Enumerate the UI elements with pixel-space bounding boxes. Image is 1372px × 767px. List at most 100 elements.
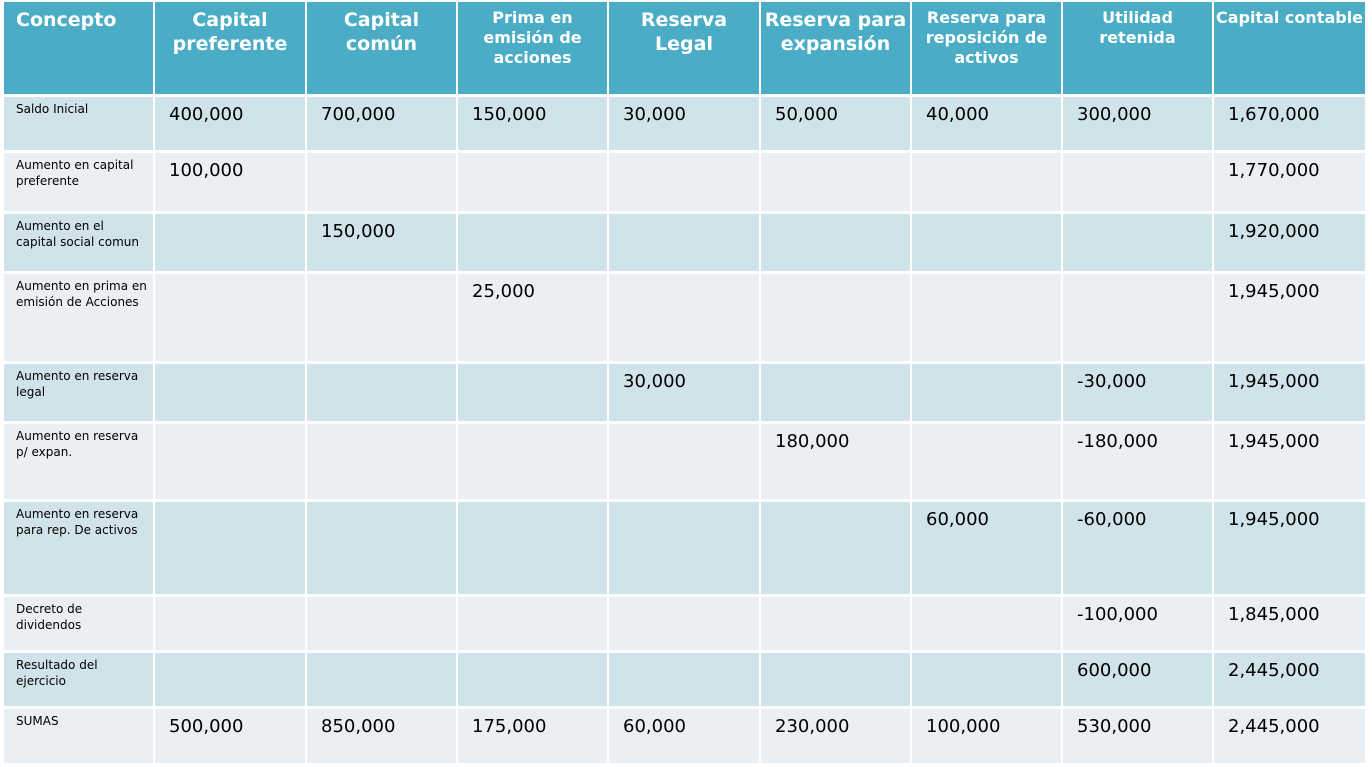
header-cell: Reserva para reposición de activos	[911, 2, 1063, 97]
value-cell: 300,000	[1062, 95, 1214, 153]
value-cell	[760, 500, 912, 597]
equity-changes-table: Concepto Capital preferente Capital comú…	[4, 2, 1367, 766]
value-cell	[911, 595, 1063, 653]
value-cell	[306, 362, 458, 424]
table-body: Saldo Inicial 400,000 700,000 150,000 30,000…	[4, 95, 1367, 766]
value-cell: 50,000	[760, 95, 912, 153]
row-concept: Aumento en reserva para rep. De activos	[4, 500, 155, 597]
value-cell: 2,445,000	[1213, 651, 1367, 709]
value-cell: 60,000	[608, 707, 761, 766]
value-cell	[306, 422, 458, 502]
header-cell: Capital contable	[1213, 2, 1367, 97]
value-cell: 175,000	[457, 707, 609, 766]
row-concept: Aumento en capital preferente	[4, 151, 155, 214]
value-cell: 100,000	[911, 707, 1063, 766]
table-row: Aumento en el capital social comun 150,00…	[4, 212, 1367, 274]
value-cell	[608, 500, 761, 597]
value-cell	[608, 272, 761, 364]
header-cell: Reserva Legal	[608, 2, 761, 97]
value-cell: -60,000	[1062, 500, 1214, 597]
header-cell: Prima en emisión de acciones	[457, 2, 609, 97]
header-cell: Concepto	[4, 2, 155, 97]
value-cell	[760, 212, 912, 274]
value-cell: 40,000	[911, 95, 1063, 153]
value-cell	[457, 595, 609, 653]
value-cell: -180,000	[1062, 422, 1214, 502]
value-cell: -30,000	[1062, 362, 1214, 424]
value-cell: 1,770,000	[1213, 151, 1367, 214]
table-row: SUMAS 500,000 850,000 175,000 60,000 230,000 1…	[4, 707, 1367, 766]
value-cell	[457, 362, 609, 424]
value-cell	[154, 500, 307, 597]
table-row: Aumento en capital preferente 100,000 1,77…	[4, 151, 1367, 214]
value-cell	[911, 212, 1063, 274]
value-cell: 1,945,000	[1213, 362, 1367, 424]
value-cell: 1,945,000	[1213, 272, 1367, 364]
value-cell	[306, 151, 458, 214]
value-cell	[457, 651, 609, 709]
value-cell	[608, 212, 761, 274]
value-cell	[154, 422, 307, 502]
row-concept: Decreto de dividendos	[4, 595, 155, 653]
value-cell	[306, 595, 458, 653]
value-cell: 1,945,000	[1213, 500, 1367, 597]
value-cell: 60,000	[911, 500, 1063, 597]
table-row: Aumento en reserva para rep. De activos 6…	[4, 500, 1367, 597]
value-cell	[457, 151, 609, 214]
table-row: Decreto de dividendos -100,000 1,845,000	[4, 595, 1367, 653]
value-cell: 1,945,000	[1213, 422, 1367, 502]
value-cell: 180,000	[760, 422, 912, 502]
value-cell: 230,000	[760, 707, 912, 766]
row-concept: Saldo Inicial	[4, 95, 155, 153]
value-cell	[760, 362, 912, 424]
row-concept: Aumento en prima en emisión de Acciones	[4, 272, 155, 364]
value-cell	[760, 272, 912, 364]
value-cell: 2,445,000	[1213, 707, 1367, 766]
value-cell: 30,000	[608, 362, 761, 424]
table-row: Aumento en reserva legal 30,000 -30,000 1,9…	[4, 362, 1367, 424]
row-concept: SUMAS	[4, 707, 155, 766]
table-row: Aumento en prima en emisión de Acciones 2…	[4, 272, 1367, 364]
value-cell	[760, 595, 912, 653]
header-cell: Reserva para expansión	[760, 2, 912, 97]
value-cell: 1,670,000	[1213, 95, 1367, 153]
value-cell	[457, 422, 609, 502]
value-cell	[154, 651, 307, 709]
value-cell	[457, 500, 609, 597]
value-cell	[911, 362, 1063, 424]
value-cell	[608, 422, 761, 502]
value-cell: 1,920,000	[1213, 212, 1367, 274]
value-cell: 1,845,000	[1213, 595, 1367, 653]
value-cell: 150,000	[306, 212, 458, 274]
header-cell: Capital común	[306, 2, 458, 97]
value-cell: 600,000	[1062, 651, 1214, 709]
table-row: Saldo Inicial 400,000 700,000 150,000 30,000…	[4, 95, 1367, 153]
value-cell: 700,000	[306, 95, 458, 153]
header-row: Concepto Capital preferente Capital comú…	[4, 2, 1367, 97]
value-cell: 150,000	[457, 95, 609, 153]
row-concept: Resultado del ejercicio	[4, 651, 155, 709]
value-cell	[911, 151, 1063, 214]
value-cell: 530,000	[1062, 707, 1214, 766]
value-cell: 25,000	[457, 272, 609, 364]
value-cell	[154, 595, 307, 653]
value-cell: -100,000	[1062, 595, 1214, 653]
value-cell	[1062, 212, 1214, 274]
header-cell: Capital preferente	[154, 2, 307, 97]
value-cell: 400,000	[154, 95, 307, 153]
value-cell	[608, 595, 761, 653]
value-cell	[760, 651, 912, 709]
value-cell	[1062, 151, 1214, 214]
value-cell	[1062, 272, 1214, 364]
value-cell	[154, 362, 307, 424]
value-cell: 850,000	[306, 707, 458, 766]
value-cell	[306, 651, 458, 709]
value-cell: 100,000	[154, 151, 307, 214]
value-cell	[608, 151, 761, 214]
row-concept: Aumento en el capital social comun	[4, 212, 155, 274]
value-cell: 30,000	[608, 95, 761, 153]
value-cell	[154, 212, 307, 274]
row-concept: Aumento en reserva legal	[4, 362, 155, 424]
value-cell	[911, 422, 1063, 502]
value-cell	[760, 151, 912, 214]
